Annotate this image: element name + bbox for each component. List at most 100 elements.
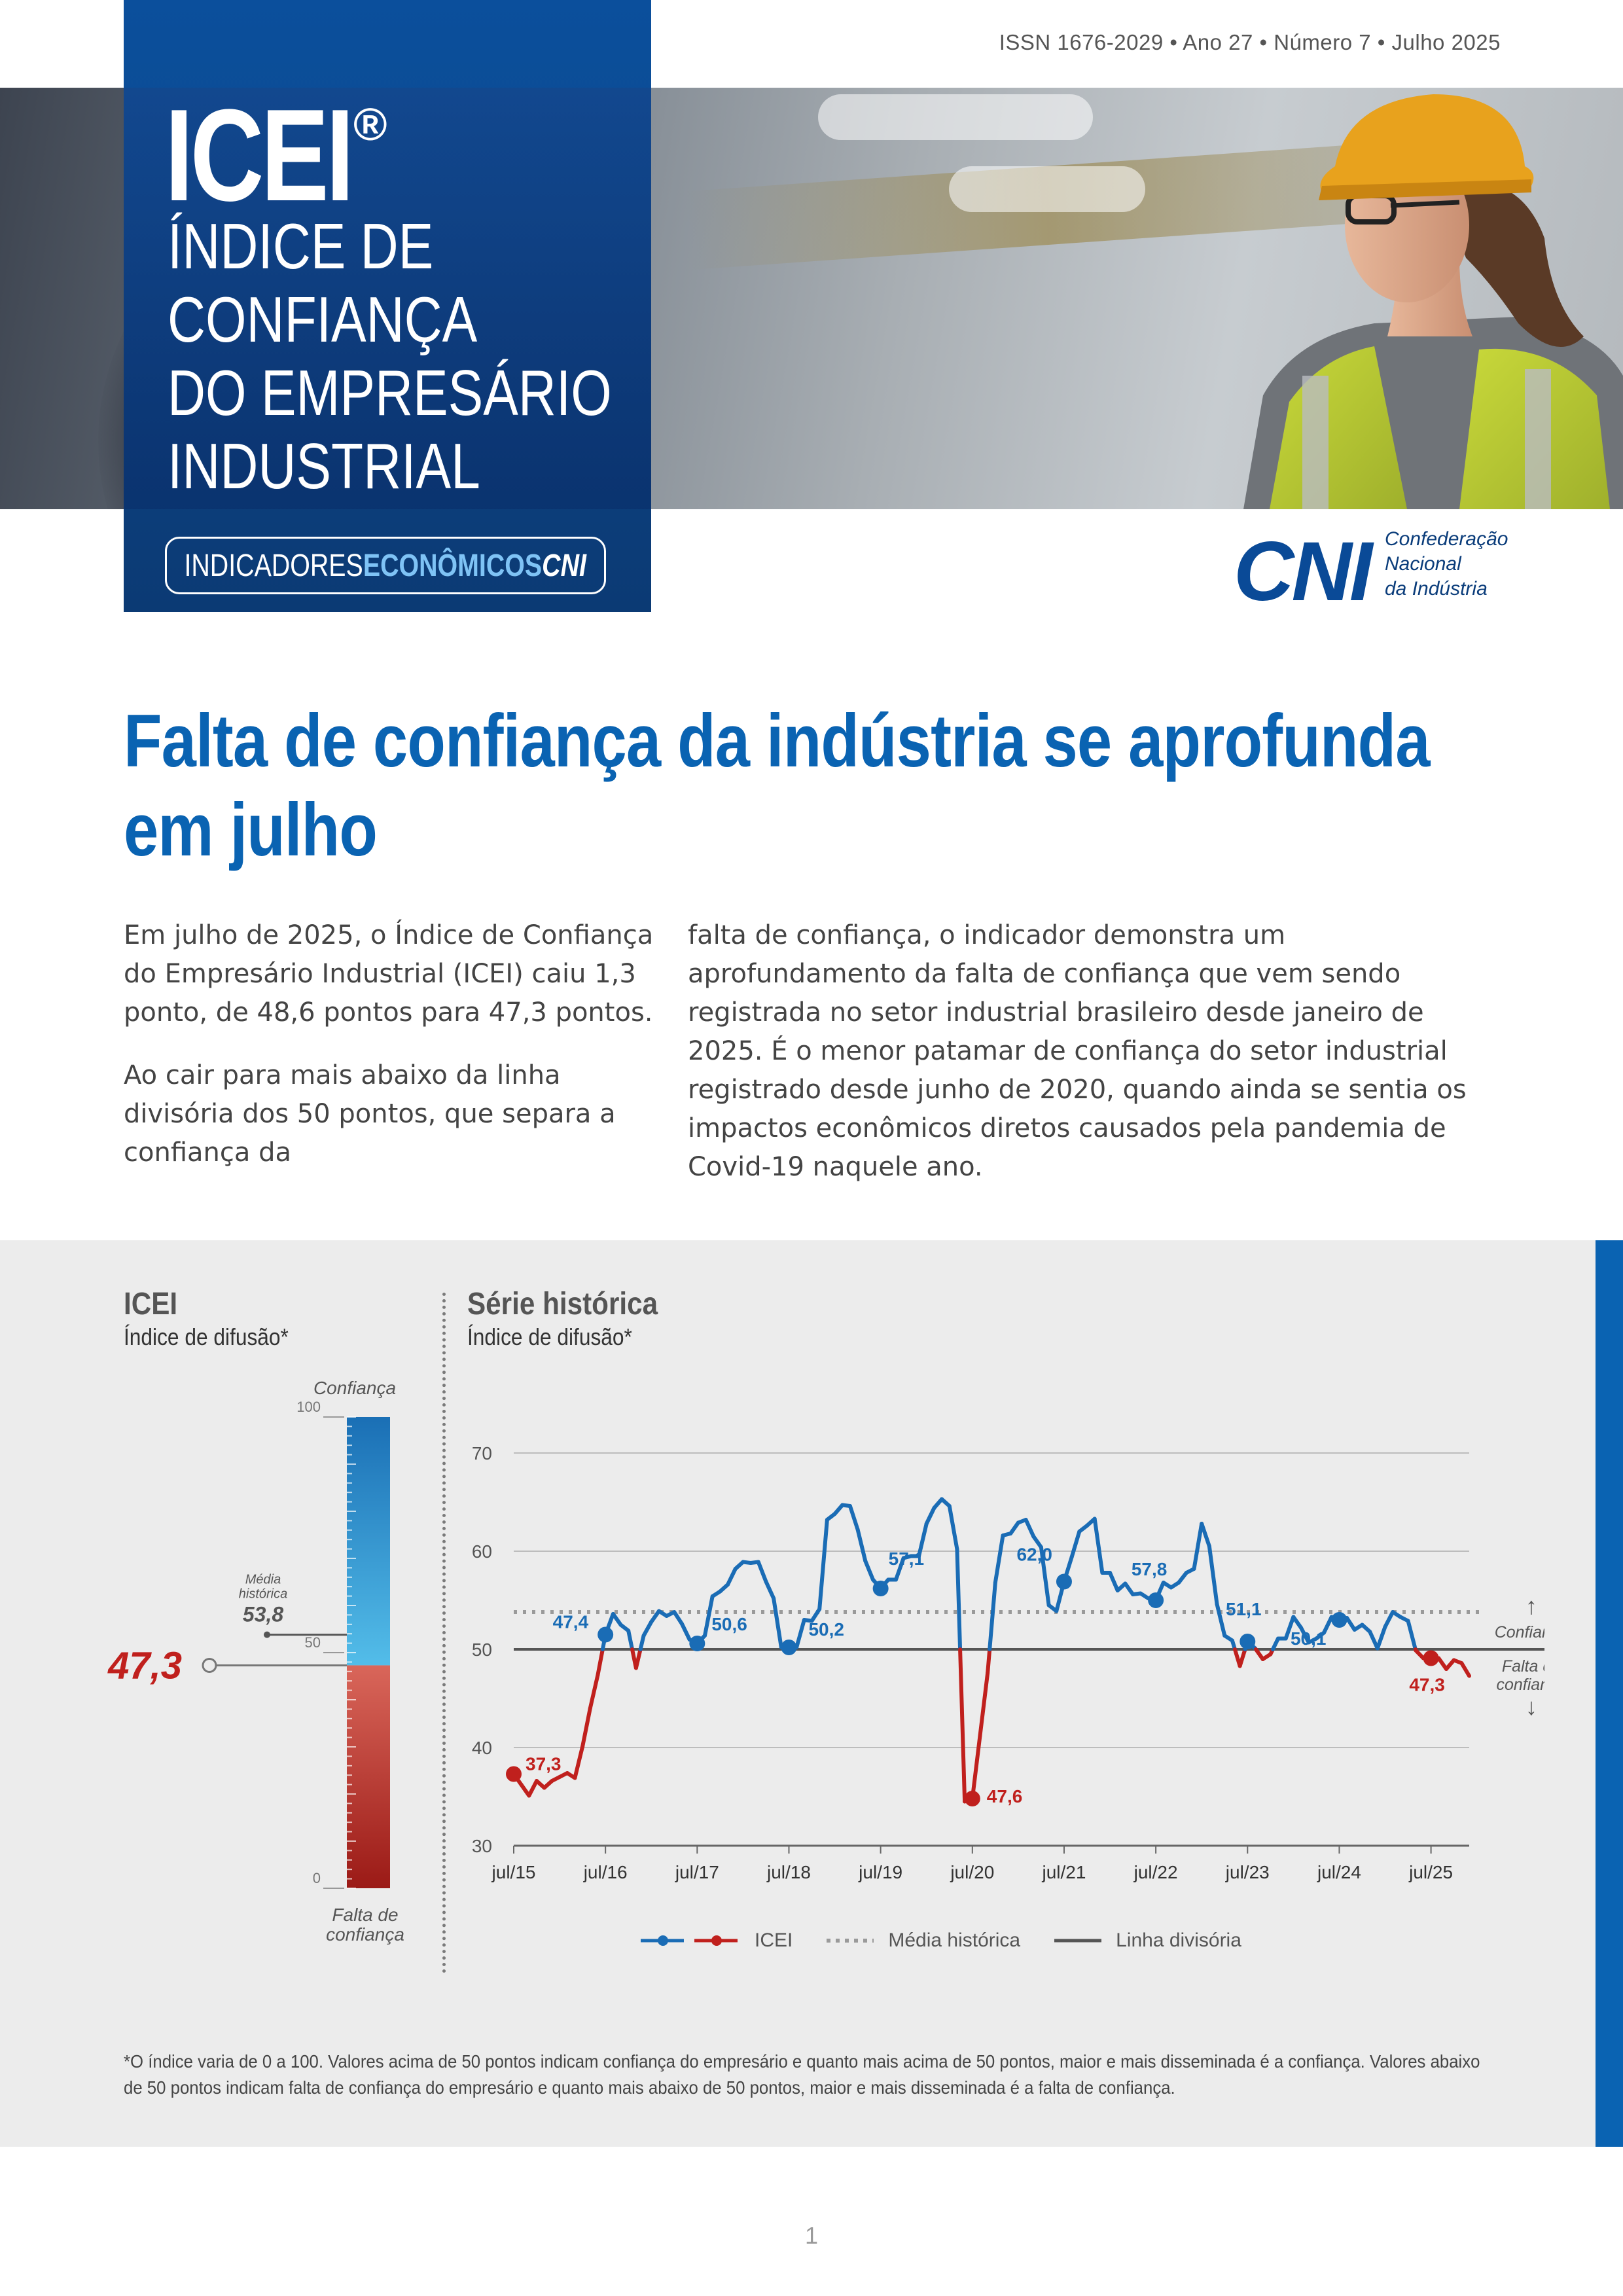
highlight-point <box>1240 1634 1256 1649</box>
y-tick-label: 40 <box>472 1738 492 1758</box>
series-segment <box>679 1622 692 1641</box>
cni-logo: CNI <box>1234 525 1372 619</box>
series-segment <box>756 1560 768 1584</box>
series-segment <box>1459 1661 1471 1678</box>
headline-line: Falta de confiança da indústria se aprof… <box>124 700 1431 783</box>
paragraph: Em julho de 2025, o Índice de Confiança … <box>124 920 654 1028</box>
highlight-point <box>1331 1612 1347 1628</box>
gauge-average-dot <box>264 1631 270 1638</box>
cni-name: Confederação Nacional da Indústria <box>1385 527 1508 601</box>
x-tick-label: jul/15 <box>491 1862 536 1882</box>
issn-line: ISSN 1676-2029 • Ano 27 • Número 7 • Jul… <box>999 30 1501 54</box>
x-tick-label: jul/18 <box>766 1862 811 1882</box>
x-tick-label: jul/23 <box>1225 1862 1270 1882</box>
legend-average-swatch <box>827 1939 874 1943</box>
badge-logo: CNI <box>542 548 587 583</box>
series-segment <box>1406 1619 1418 1651</box>
series-segment <box>672 1610 684 1626</box>
series-segment <box>1092 1516 1105 1575</box>
series-segment <box>855 1528 868 1563</box>
x-tick-label: jul/25 <box>1408 1862 1453 1882</box>
x-tick-label: jul/16 <box>583 1862 628 1882</box>
series-segment <box>573 1744 585 1780</box>
chart-legend: ICEI Média histórica Linha divisória <box>638 1929 1260 1952</box>
series-segment <box>1108 1571 1120 1592</box>
gauge-average-value: 53,8 <box>243 1603 283 1626</box>
series-segment <box>580 1706 592 1749</box>
report-title: ICEI <box>165 82 354 228</box>
side-label-confidence: Confiança <box>1495 1623 1544 1641</box>
series-segment <box>1200 1522 1211 1549</box>
series-segment <box>1270 1636 1280 1651</box>
headline-line: em julho <box>124 789 378 872</box>
series-segment <box>1008 1520 1020 1535</box>
series-segment <box>924 1506 936 1526</box>
series-segment <box>527 1779 539 1798</box>
series-segment <box>1207 1544 1219 1606</box>
series-segment <box>611 1612 623 1627</box>
series-chart: 30 40 50 60 70 jul/15 jul/16 jul/17 jul/18 jul/19… <box>472 1443 1544 1882</box>
series-segment <box>649 1609 661 1624</box>
series-segment <box>1039 1545 1051 1607</box>
highlight-point <box>1148 1592 1164 1608</box>
gauge-title: ICEI <box>124 1287 178 1321</box>
x-tick-label: jul/19 <box>858 1862 902 1882</box>
y-tick-label: 50 <box>472 1640 492 1660</box>
gauge-tick-label: 100 <box>296 1399 321 1415</box>
article-column-1: Em julho de 2025, o Índice de Confiança … <box>124 916 667 1196</box>
series-segment <box>988 1581 997 1651</box>
series-segment <box>726 1567 738 1587</box>
series-segment <box>947 1504 959 1551</box>
series-segment <box>638 1634 646 1651</box>
panel-divider <box>442 1293 446 1973</box>
series-segment <box>970 1734 982 1801</box>
paragraph: falta de confiança, o indicador demonstr… <box>688 920 1467 1182</box>
accent-bar <box>1596 1240 1623 2147</box>
series-segment <box>1031 1534 1043 1549</box>
data-label: 57,1 <box>889 1549 925 1569</box>
series-segment <box>596 1647 605 1677</box>
subtitle-line: ÍNDICE DE <box>168 210 434 282</box>
registered-mark: ® <box>353 99 387 150</box>
series-segment <box>1383 1610 1395 1629</box>
series-segment <box>1192 1522 1204 1571</box>
headline: Falta de confiança da indústria se aprof… <box>124 697 1498 875</box>
series-segment <box>1215 1602 1227 1638</box>
chart-panel <box>0 1240 1623 2147</box>
series-subtitle: Índice de difusão* <box>467 1323 632 1350</box>
cni-name-line: Nacional <box>1385 553 1461 575</box>
series-badge: INDICADORESECONÔMICOSCNI <box>165 537 606 594</box>
x-tick-label: jul/22 <box>1133 1862 1178 1882</box>
series-segment <box>810 1607 822 1623</box>
legend-item-icei: ICEI <box>638 1929 793 1952</box>
series-segment <box>772 1596 783 1649</box>
data-label: 37,3 <box>526 1754 562 1774</box>
side-label-lack: Falta de <box>1502 1657 1544 1676</box>
gauge-value-marker <box>202 1657 217 1673</box>
series-segment <box>764 1579 776 1600</box>
series-segment <box>817 1518 829 1611</box>
series-segment <box>1123 1581 1135 1596</box>
gauge-bottom-label: confiança <box>326 1924 404 1945</box>
gauge-tick-label: 50 <box>305 1634 321 1651</box>
series-segment <box>633 1647 643 1670</box>
x-tick-label: jul/20 <box>950 1862 994 1882</box>
data-label: 50,2 <box>808 1619 844 1640</box>
data-label: 51,1 <box>1226 1599 1262 1619</box>
badge-text: INDICADORES <box>184 548 364 583</box>
series-segment <box>917 1522 929 1558</box>
legend-item-average: Média histórica <box>824 1929 1020 1952</box>
series-segment <box>794 1618 806 1649</box>
legend-item-divisor: Linha divisória <box>1052 1929 1241 1952</box>
gauge-top-label: Confiança <box>313 1378 396 1398</box>
title-panel <box>124 0 651 612</box>
series-segment <box>1436 1656 1448 1671</box>
highlight-point <box>964 1791 980 1806</box>
highlight-point <box>781 1640 797 1655</box>
y-tick-label: 30 <box>472 1836 492 1856</box>
legend-label: Linha divisória <box>1116 1929 1241 1951</box>
footnote: *O índice varia de 0 a 100. Valores acim… <box>124 2051 1480 2098</box>
series-segment <box>703 1594 715 1638</box>
series-segment <box>1291 1615 1304 1630</box>
article-column-2: falta de confiança, o indicador demonstr… <box>688 916 1506 1211</box>
